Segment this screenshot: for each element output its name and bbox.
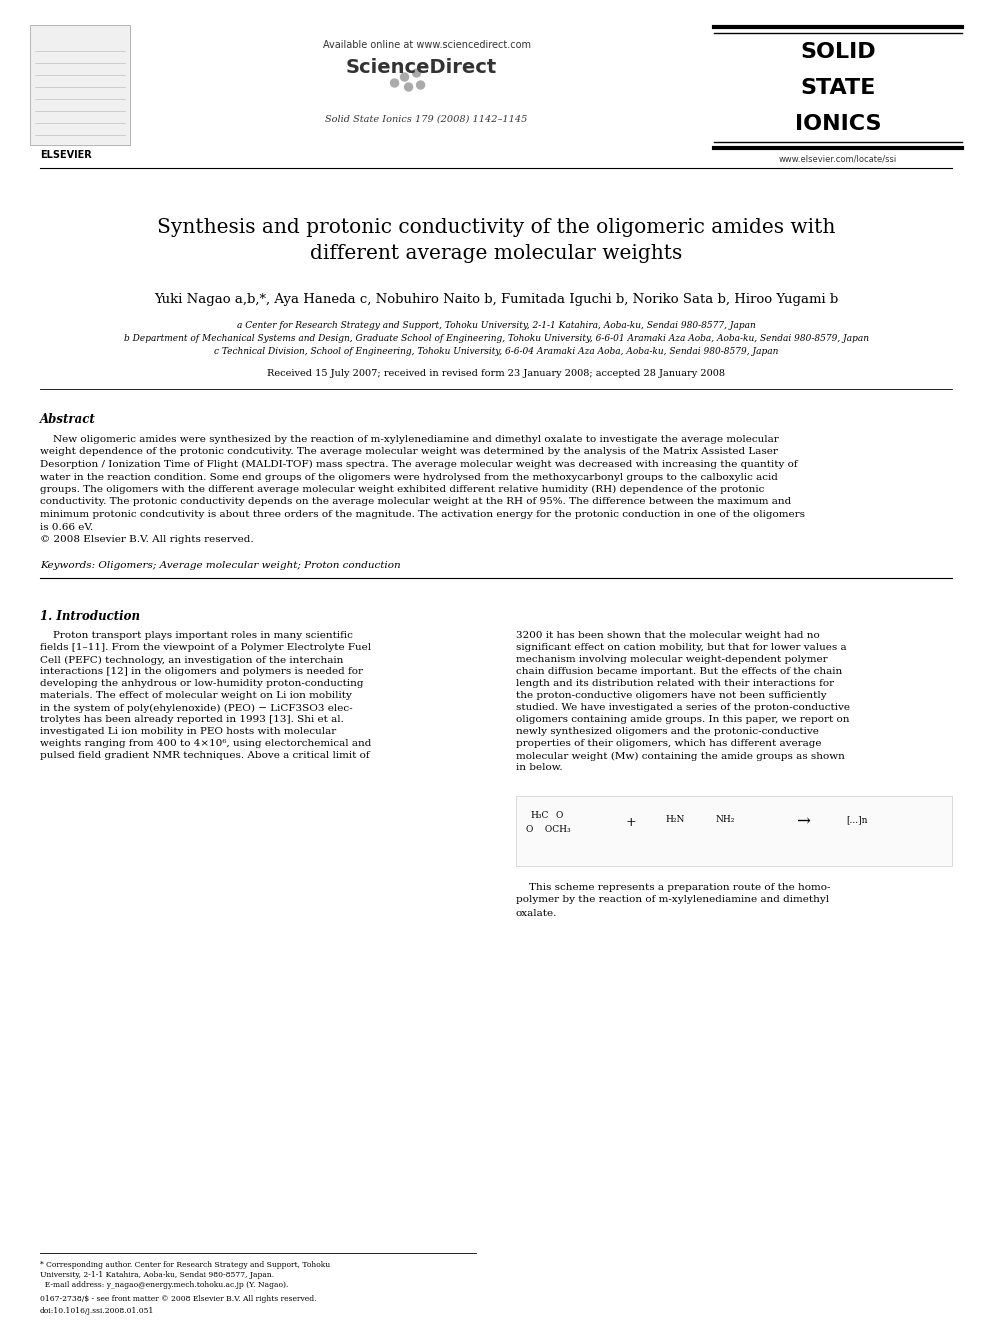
Text: materials. The effect of molecular weight on Li ion mobility: materials. The effect of molecular weigh… — [40, 692, 351, 700]
Text: is 0.66 eV.: is 0.66 eV. — [40, 523, 93, 532]
Text: doi:10.1016/j.ssi.2008.01.051: doi:10.1016/j.ssi.2008.01.051 — [40, 1307, 154, 1315]
Text: c Technical Division, School of Engineering, Tohoku University, 6-6-04 Aramaki A: c Technical Division, School of Engineer… — [214, 347, 778, 356]
Circle shape — [417, 81, 425, 89]
Text: E-mail address: y_nagao@energy.mech.tohoku.ac.jp (Y. Nagao).: E-mail address: y_nagao@energy.mech.toho… — [40, 1281, 288, 1289]
Text: Desorption / Ionization Time of Flight (MALDI-TOF) mass spectra. The average mol: Desorption / Ionization Time of Flight (… — [40, 460, 798, 470]
Text: interactions [12] in the oligomers and polymers is needed for: interactions [12] in the oligomers and p… — [40, 668, 363, 676]
Text: chain diffusion became important. But the effects of the chain: chain diffusion became important. But th… — [516, 668, 842, 676]
Text: O    OCH₃: O OCH₃ — [526, 824, 570, 833]
Text: properties of their oligomers, which has different average: properties of their oligomers, which has… — [516, 740, 821, 749]
Text: Abstract: Abstract — [40, 413, 95, 426]
Text: NH₂: NH₂ — [716, 815, 735, 824]
Text: Cell (PEFC) technology, an investigation of the interchain: Cell (PEFC) technology, an investigation… — [40, 655, 343, 664]
Text: © 2008 Elsevier B.V. All rights reserved.: © 2008 Elsevier B.V. All rights reserved… — [40, 534, 253, 544]
Text: Yuki Nagao a,b,*, Aya Haneda c, Nobuhiro Naito b, Fumitada Iguchi b, Noriko Sata: Yuki Nagao a,b,*, Aya Haneda c, Nobuhiro… — [154, 292, 838, 306]
Text: www.elsevier.com/locate/ssi: www.elsevier.com/locate/ssi — [779, 155, 898, 164]
Text: different average molecular weights: different average molecular weights — [310, 243, 682, 263]
Text: the proton-conductive oligomers have not been sufficiently: the proton-conductive oligomers have not… — [516, 692, 826, 700]
Text: minimum protonic condcutivity is about three orders of the magnitude. The activa: minimum protonic condcutivity is about t… — [40, 509, 805, 519]
Text: 0167-2738/$ - see front matter © 2008 Elsevier B.V. All rights reserved.: 0167-2738/$ - see front matter © 2008 El… — [40, 1295, 316, 1303]
Text: weight dependence of the protonic condcutivity. The average molecular weight was: weight dependence of the protonic condcu… — [40, 447, 778, 456]
Text: [...]n: [...]n — [846, 815, 867, 824]
Text: groups. The oligomers with the different average molecular weight exhibited diff: groups. The oligomers with the different… — [40, 486, 764, 493]
Text: →: → — [796, 814, 809, 831]
Text: +: + — [626, 815, 637, 828]
Text: investigated Li ion mobility in PEO hosts with molecular: investigated Li ion mobility in PEO host… — [40, 728, 336, 737]
Text: STATE: STATE — [801, 78, 876, 98]
Text: SOLID: SOLID — [801, 42, 876, 62]
Text: newly synthesized oligomers and the protonic-conductive: newly synthesized oligomers and the prot… — [516, 728, 818, 737]
Text: fields [1–11]. From the viewpoint of a Polymer Electrolyte Fuel: fields [1–11]. From the viewpoint of a P… — [40, 643, 371, 652]
Text: Synthesis and protonic conductivity of the oligomeric amides with: Synthesis and protonic conductivity of t… — [157, 218, 835, 237]
Text: significant effect on cation mobility, but that for lower values a: significant effect on cation mobility, b… — [516, 643, 846, 652]
Text: IONICS: IONICS — [795, 114, 882, 134]
Text: University, 2-1-1 Katahira, Aoba-ku, Sendai 980-8577, Japan.: University, 2-1-1 Katahira, Aoba-ku, Sen… — [40, 1271, 274, 1279]
Text: O: O — [556, 811, 563, 819]
Text: Available online at www.sciencedirect.com: Available online at www.sciencedirect.co… — [322, 40, 531, 50]
Text: a Center for Research Strategy and Support, Tohoku University, 2-1-1 Katahira, A: a Center for Research Strategy and Suppo… — [237, 321, 755, 329]
Text: Received 15 July 2007; received in revised form 23 January 2008; accepted 28 Jan: Received 15 July 2007; received in revis… — [267, 369, 725, 378]
Circle shape — [405, 83, 413, 91]
Text: studied. We have investigated a series of the proton-conductive: studied. We have investigated a series o… — [516, 704, 850, 713]
Bar — [516, 795, 952, 865]
Bar — [30, 25, 130, 146]
Text: length and its distribution related with their interactions for: length and its distribution related with… — [516, 680, 834, 688]
Text: oligomers containing amide groups. In this paper, we report on: oligomers containing amide groups. In th… — [516, 716, 849, 725]
Text: polymer by the reaction of m-xylylenediamine and dimethyl: polymer by the reaction of m-xylylenedia… — [516, 896, 829, 905]
Text: in the system of poly(ehylenoxide) (PEO) − LiCF3SO3 elec-: in the system of poly(ehylenoxide) (PEO)… — [40, 704, 352, 713]
Text: in below.: in below. — [516, 763, 562, 773]
Text: trolytes has been already reported in 1993 [13]. Shi et al.: trolytes has been already reported in 19… — [40, 716, 343, 725]
Text: ScienceDirect: ScienceDirect — [346, 58, 497, 77]
Text: mechanism involving molecular weight-dependent polymer: mechanism involving molecular weight-dep… — [516, 655, 827, 664]
Text: pulsed field gradient NMR techniques. Above a critical limit of: pulsed field gradient NMR techniques. Ab… — [40, 751, 369, 761]
Circle shape — [413, 69, 421, 77]
Circle shape — [401, 73, 409, 81]
Text: New oligomeric amides were synthesized by the reaction of m-xylylenediamine and : New oligomeric amides were synthesized b… — [40, 435, 779, 445]
Text: water in the reaction condition. Some end groups of the oligomers were hydrolyse: water in the reaction condition. Some en… — [40, 472, 778, 482]
Text: * Corresponding author. Center for Research Strategy and Support, Tohoku: * Corresponding author. Center for Resea… — [40, 1261, 329, 1269]
Text: 3200 it has been shown that the molecular weight had no: 3200 it has been shown that the molecula… — [516, 631, 819, 640]
Circle shape — [391, 79, 399, 87]
Text: 1. Introduction: 1. Introduction — [40, 610, 140, 623]
Text: conductivity. The protonic conductivity depends on the average molecular weight : conductivity. The protonic conductivity … — [40, 497, 791, 507]
Text: oxalate.: oxalate. — [516, 909, 558, 917]
Text: Keywords: Oligomers; Average molecular weight; Proton conduction: Keywords: Oligomers; Average molecular w… — [40, 561, 401, 570]
Text: b Department of Mechanical Systems and Design, Graduate School of Engineering, T: b Department of Mechanical Systems and D… — [123, 333, 869, 343]
Text: ELSEVIER: ELSEVIER — [40, 149, 91, 160]
Text: Solid State Ionics 179 (2008) 1142–1145: Solid State Ionics 179 (2008) 1142–1145 — [325, 115, 528, 124]
Text: Proton transport plays important roles in many scientific: Proton transport plays important roles i… — [40, 631, 352, 640]
Text: developing the anhydrous or low-humidity proton-conducting: developing the anhydrous or low-humidity… — [40, 680, 363, 688]
Text: H₃C: H₃C — [531, 811, 550, 819]
Text: H₂N: H₂N — [666, 815, 685, 824]
Text: This scheme represents a preparation route of the homo-: This scheme represents a preparation rou… — [516, 882, 830, 892]
Text: weights ranging from 400 to 4×10⁶, using electorchemical and: weights ranging from 400 to 4×10⁶, using… — [40, 740, 371, 749]
Text: molecular weight (Mw) containing the amide groups as shown: molecular weight (Mw) containing the ami… — [516, 751, 845, 761]
